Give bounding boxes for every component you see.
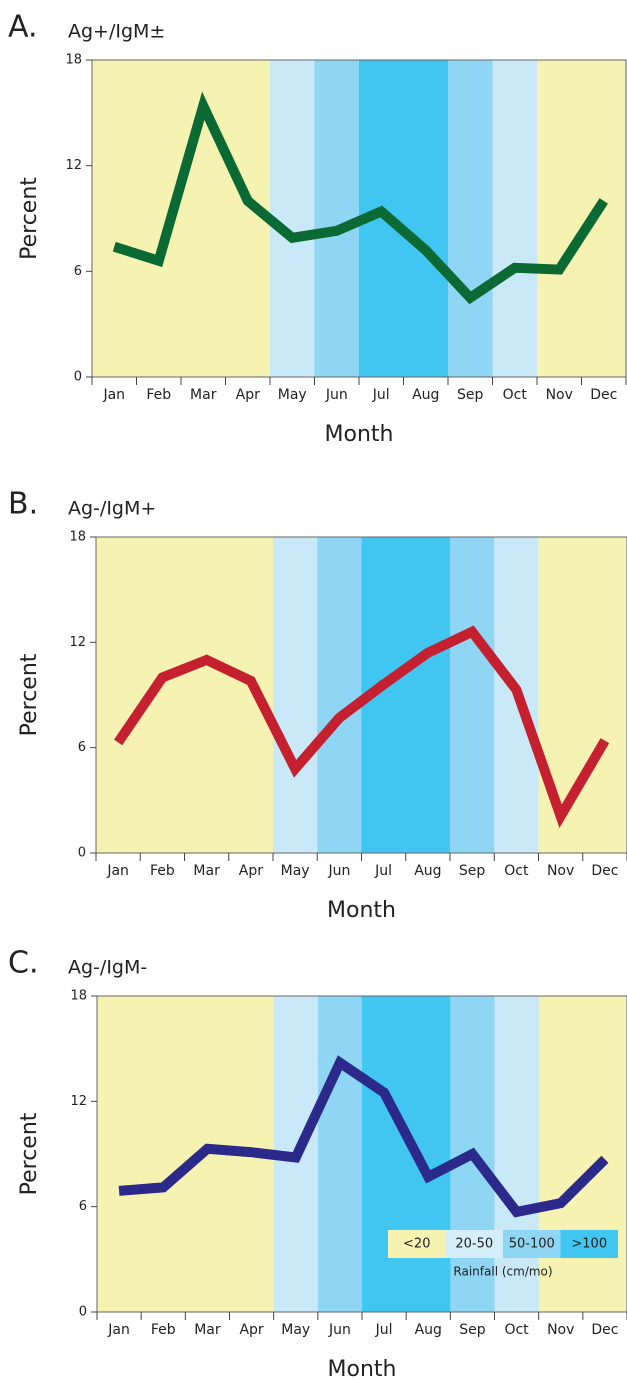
x-tick-label: Sep	[459, 863, 486, 879]
panel-label: A.	[8, 10, 38, 45]
rainfall-band	[317, 537, 362, 853]
y-axis-label: Percent	[17, 653, 42, 736]
x-tick-label: Nov	[546, 387, 573, 403]
data-line	[112, 91, 608, 305]
x-tick-label: Sep	[459, 1322, 486, 1338]
rainfall-band	[141, 996, 186, 1312]
chart-title: Ag-/IgM-	[68, 957, 147, 979]
x-tick-label: Jul	[374, 863, 392, 879]
x-tick-label: May	[281, 1322, 310, 1338]
x-tick-label: Jun	[325, 387, 348, 403]
data-line	[118, 1055, 609, 1218]
x-tick-label: Nov	[547, 1322, 574, 1338]
legend-label: 20-50	[455, 1237, 493, 1252]
x-tick-label: Aug	[415, 1322, 442, 1338]
rainfall-band	[494, 996, 540, 1312]
y-tick-label: 0	[79, 1305, 87, 1320]
y-tick-label: 12	[69, 635, 86, 650]
x-tick-label: Apr	[236, 387, 260, 403]
y-tick-label: 18	[69, 530, 86, 545]
y-tick-label: 6	[79, 1199, 87, 1214]
x-tick-label: Mar	[193, 863, 220, 879]
data-line	[113, 625, 610, 828]
rainfall-band	[317, 996, 363, 1312]
rainfall-band	[492, 60, 538, 377]
x-tick-label: May	[278, 387, 307, 403]
x-tick-label: Mar	[194, 1322, 221, 1338]
y-tick-label: 12	[70, 1094, 87, 1109]
y-tick-label: 18	[70, 989, 87, 1004]
x-tick-label: Jun	[328, 1322, 351, 1338]
legend-swatch	[388, 1230, 446, 1258]
x-tick-label: Oct	[504, 863, 529, 879]
x-tick-label: Apr	[239, 1322, 263, 1338]
rainfall-band	[537, 60, 582, 377]
x-tick-label: Dec	[591, 1322, 618, 1338]
rainfall-band	[270, 60, 315, 377]
rainfall-band	[405, 537, 451, 853]
x-tick-label: Feb	[150, 863, 175, 879]
x-tick-label: Apr	[239, 863, 263, 879]
x-tick-label: Oct	[503, 387, 528, 403]
legend-label: >100	[571, 1237, 607, 1252]
x-tick-label: Nov	[547, 863, 574, 879]
x-tick-label: Jun	[327, 863, 350, 879]
x-tick-label: Jan	[102, 387, 125, 403]
x-tick-label: Jan	[106, 863, 129, 879]
y-tick-label: 0	[78, 846, 86, 861]
rainfall-band	[314, 60, 360, 377]
x-tick-label: Sep	[457, 387, 484, 403]
x-tick-label: Dec	[591, 863, 618, 879]
x-axis-label: Month	[327, 898, 396, 923]
rainfall-band	[582, 996, 627, 1312]
chart-title: Ag+/IgM±	[68, 21, 165, 43]
rainfall-band	[228, 537, 274, 853]
panel-label: B.	[8, 487, 38, 522]
rainfall-band	[96, 537, 141, 853]
panel-label: C.	[8, 946, 38, 981]
legend-swatch	[503, 1230, 561, 1258]
x-tick-label: Feb	[151, 1322, 176, 1338]
rainfall-band	[538, 537, 584, 853]
x-tick-label: Jul	[372, 387, 390, 403]
x-tick-label: Feb	[146, 387, 171, 403]
y-tick-label: 12	[65, 158, 82, 173]
x-tick-label: Oct	[504, 1322, 529, 1338]
rainfall-band	[362, 996, 407, 1312]
x-axis-label: Month	[328, 1357, 397, 1380]
y-tick-label: 18	[65, 53, 82, 68]
x-tick-label: Jul	[375, 1322, 393, 1338]
legend-label: 50-100	[509, 1237, 555, 1252]
rainfall-band	[184, 537, 230, 853]
x-tick-label: Aug	[412, 387, 439, 403]
y-axis-label: Percent	[17, 1112, 42, 1195]
rainfall-band	[97, 996, 142, 1312]
y-axis-label: Percent	[17, 177, 42, 260]
legend-label: <20	[403, 1237, 430, 1252]
y-tick-label: 0	[74, 370, 82, 385]
rainfall-band	[582, 537, 627, 853]
rainfall-band	[403, 60, 449, 377]
rainfall-band	[450, 537, 495, 853]
legend-swatch	[445, 1230, 503, 1258]
y-tick-label: 6	[74, 264, 82, 279]
x-tick-label: Jan	[107, 1322, 130, 1338]
x-tick-label: Aug	[414, 863, 441, 879]
legend-swatch	[560, 1230, 618, 1258]
legend-title: Rainfall (cm/mo)	[453, 1265, 552, 1279]
x-tick-label: Mar	[190, 387, 217, 403]
x-axis-label: Month	[325, 422, 394, 447]
rainfall-band	[273, 537, 318, 853]
rainfall-band	[92, 60, 137, 377]
y-tick-label: 6	[78, 740, 86, 755]
rainfall-band	[538, 996, 584, 1312]
rainfall-band	[448, 60, 493, 377]
x-tick-label: Dec	[590, 387, 617, 403]
chart-title: Ag-/IgM+	[68, 498, 156, 520]
x-tick-label: May	[281, 863, 310, 879]
